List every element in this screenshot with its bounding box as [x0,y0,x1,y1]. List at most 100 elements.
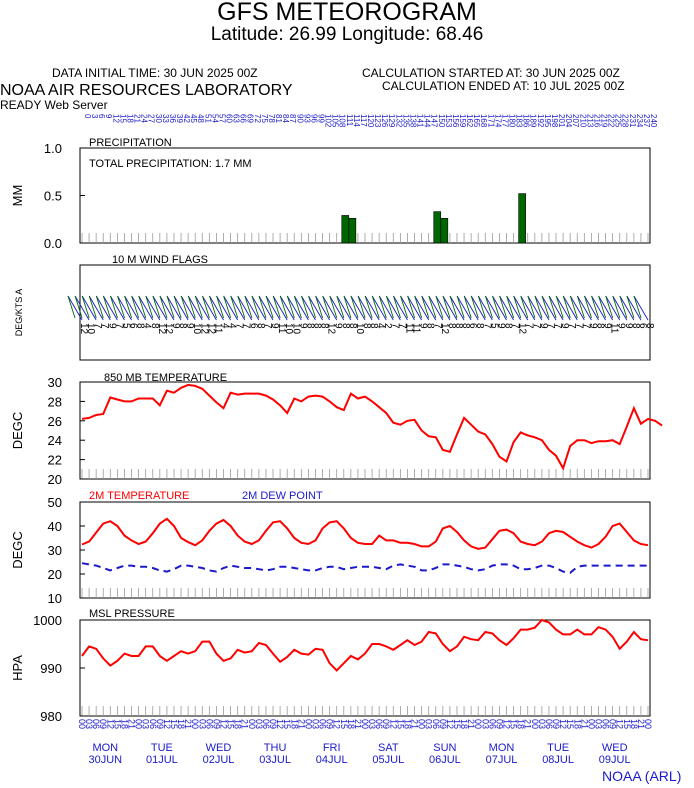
bottom-utc-label: 03 [310,719,320,729]
top-hour-label: 228 [621,114,630,128]
top-hour-label: 18 [125,114,134,123]
wind-barb [626,295,642,321]
wind-barb [442,295,458,321]
bottom-utc-label: 15 [339,719,349,729]
wind-speed-label: 9 [333,323,344,329]
day-of-week-label: SUN [433,742,456,754]
wind-speed-label: 5 [488,323,499,329]
wind-speed-label: 4 [375,323,386,329]
top-hour-label: 126 [380,114,389,128]
wind-speed-label: 7 [241,323,252,329]
bottom-utc-label: 00 [643,719,653,729]
wind-barb-flag [251,295,260,319]
bottom-utc-label: 00 [247,719,257,729]
y-tick-label: 26 [48,414,62,429]
bottom-utc-label: 18 [289,719,299,729]
wind-speed-label: 10 [290,323,301,335]
wind-barb [343,295,359,321]
wind-barb [591,295,606,321]
wind-barb [541,295,557,321]
y-tick-label: 10 [48,591,62,606]
wind-speed-label: 7 [432,323,443,329]
wind-barb-flag [74,295,83,319]
wind-barb-flag [110,295,118,319]
wind-speed-label: 7 [234,323,245,329]
wind-speed-label: 8 [460,323,471,329]
bottom-utc-label: 06 [544,719,554,729]
wind-barb [555,295,571,321]
wind-speed-label: 9 [184,323,195,329]
top-hour-label: 42 [182,114,191,123]
wind-barb-flag [286,295,295,319]
top-hour-label: 231 [628,114,637,128]
wind-barb [209,295,224,321]
wind-barb-flag [329,295,338,319]
wind-speed-label: 12 [198,323,209,335]
wind-barb [329,295,345,321]
precip-total-annotation: TOTAL PRECIPITATION: 1.7 MM [89,158,252,170]
bottom-utc-label: 18 [119,719,129,729]
top-hour-label: 159 [458,114,467,128]
bottom-utc-label: 09 [211,719,221,729]
bottom-utc-label: 12 [332,719,342,729]
wind-barb-flag [102,295,111,319]
wind-speed-label: 8 [453,323,464,329]
footer-credit: NOAA (ARL) [602,768,682,784]
wind-barb [428,295,444,321]
precip-panel-title: PRECIPITATION [89,137,172,149]
wind-barb-flag [88,295,97,319]
wind-speed-label: 8 [304,323,315,329]
y-axis-label: DEGC [10,412,25,450]
wind-barb [187,295,203,321]
bottom-utc-label: 15 [112,719,122,729]
top-hour-label: 129 [387,114,396,128]
wind-speed-label: 4 [227,323,238,329]
dewpoint-series-line [81,562,648,574]
bottom-utc-label: 18 [233,719,243,729]
y-tick-label: 0.5 [44,189,62,204]
wind-speed-label: 8 [630,323,641,329]
t2m-series-line [81,517,649,550]
bottom-utc-label: 00 [134,719,144,729]
top-hour-label: 117 [359,114,368,127]
wind-barb [527,295,543,321]
top-hour-label: 204 [564,114,573,128]
wind-speed-label: 9 [495,323,506,329]
wind-speed-label: 8 [361,323,372,329]
top-hour-label: 102 [324,114,333,128]
wind-barb-flag [562,295,571,319]
wind-barb [562,295,578,321]
top-hour-label: 123 [373,114,382,128]
day-of-week-label: WED [602,742,628,754]
top-hour-label: 189 [529,114,538,128]
wind-barb [81,295,97,321]
bottom-utc-label: 06 [204,719,214,729]
wind-speed-label: 8 [319,323,330,329]
pressure-series-line [81,618,649,672]
wind-barb [477,295,493,321]
wind-barb-flag [428,295,437,319]
calc-ended-label: CALCULATION ENDED AT: 10 JUL 2025 00Z [382,79,625,93]
bottom-utc-label: 03 [197,719,207,729]
wind-barb-flag [216,295,225,319]
wind-speed-label: 7 [545,323,556,329]
bottom-utc-label: 03 [593,719,603,729]
top-hour-label: 0 [83,114,92,119]
day-of-week-label: TUE [151,742,173,754]
wind-barb-flag [258,295,267,319]
date-label: 08JUL [542,754,574,766]
top-hour-label: 111 [345,114,354,127]
wind-barb-flag [576,295,585,319]
wind-barb [520,295,536,321]
wind-barb [88,295,104,321]
bottom-utc-label: 21 [410,719,420,729]
top-hour-label: 177 [500,114,509,128]
y-tick-label: 20 [48,567,62,582]
wind-speed-label: 11 [276,323,287,334]
wind-speed-label: 9 [297,323,308,329]
dewpoint-legend-label: 2M DEW POINT [242,490,323,502]
wind-speed-label: 7 [573,323,584,329]
wind-barb [110,295,125,321]
wind-barb [612,295,628,321]
wind-speed-label: 11 [403,323,414,334]
